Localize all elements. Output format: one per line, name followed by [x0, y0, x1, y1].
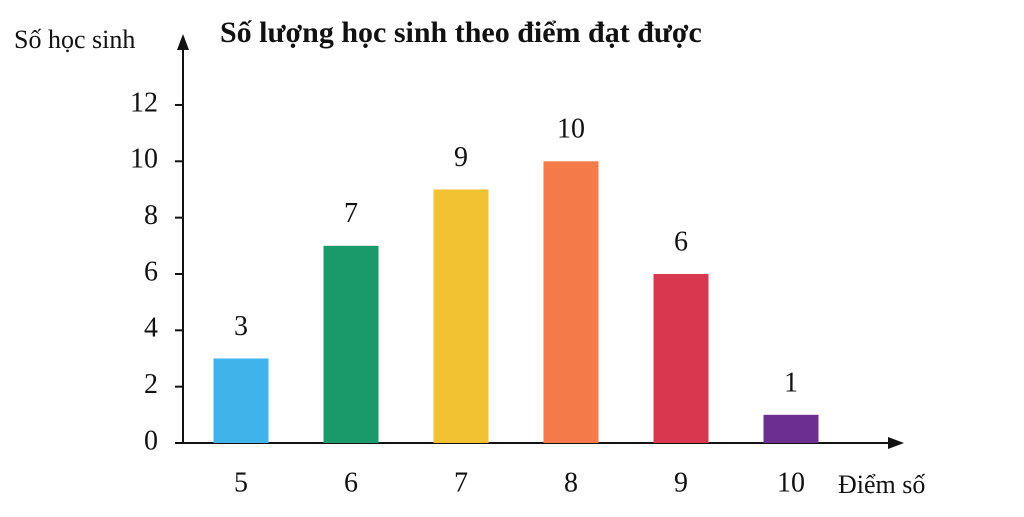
data-label: 3	[234, 311, 248, 342]
y-tick-label: 8	[144, 200, 158, 231]
bar	[213, 358, 269, 443]
y-tick-label: 0	[144, 425, 158, 456]
y-tick-label: 10	[130, 144, 158, 175]
chart-title: Số lượng học sinh theo điểm đạt được	[220, 16, 702, 49]
bar	[543, 161, 599, 444]
data-label: 10	[557, 114, 585, 145]
y-axis-arrow	[177, 34, 189, 50]
x-axis-label: Điểm số	[838, 470, 925, 499]
x-tick-label: 6	[344, 467, 358, 498]
bar	[763, 414, 819, 443]
data-label: 7	[344, 198, 358, 229]
y-tick-label: 4	[144, 313, 158, 344]
x-tick-label: 8	[564, 467, 578, 498]
y-axis-label: Số học sinh	[14, 25, 135, 54]
y-tick-label: 6	[144, 256, 158, 287]
data-label: 6	[674, 226, 688, 257]
x-tick-label: 10	[777, 467, 805, 498]
y-tick-label: 2	[144, 369, 158, 400]
x-axis-arrow	[888, 437, 904, 449]
x-tick-label: 7	[454, 467, 468, 498]
bar	[433, 189, 489, 443]
x-tick-label: 5	[234, 467, 248, 498]
data-label: 1	[784, 367, 798, 398]
bar	[653, 273, 709, 443]
bar	[323, 245, 379, 443]
data-label: 9	[454, 142, 468, 173]
y-tick-label: 12	[130, 87, 158, 118]
x-tick-label: 9	[674, 467, 688, 498]
